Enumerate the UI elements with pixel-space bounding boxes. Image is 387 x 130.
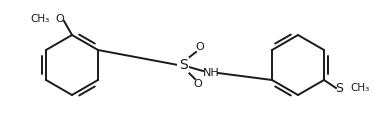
Text: O: O xyxy=(195,42,204,52)
Text: NH: NH xyxy=(203,68,219,78)
Text: O: O xyxy=(56,14,64,24)
Text: CH₃: CH₃ xyxy=(31,14,50,24)
Text: CH₃: CH₃ xyxy=(350,83,369,93)
Text: O: O xyxy=(194,79,202,89)
Text: S: S xyxy=(179,58,187,72)
Text: S: S xyxy=(335,82,343,95)
